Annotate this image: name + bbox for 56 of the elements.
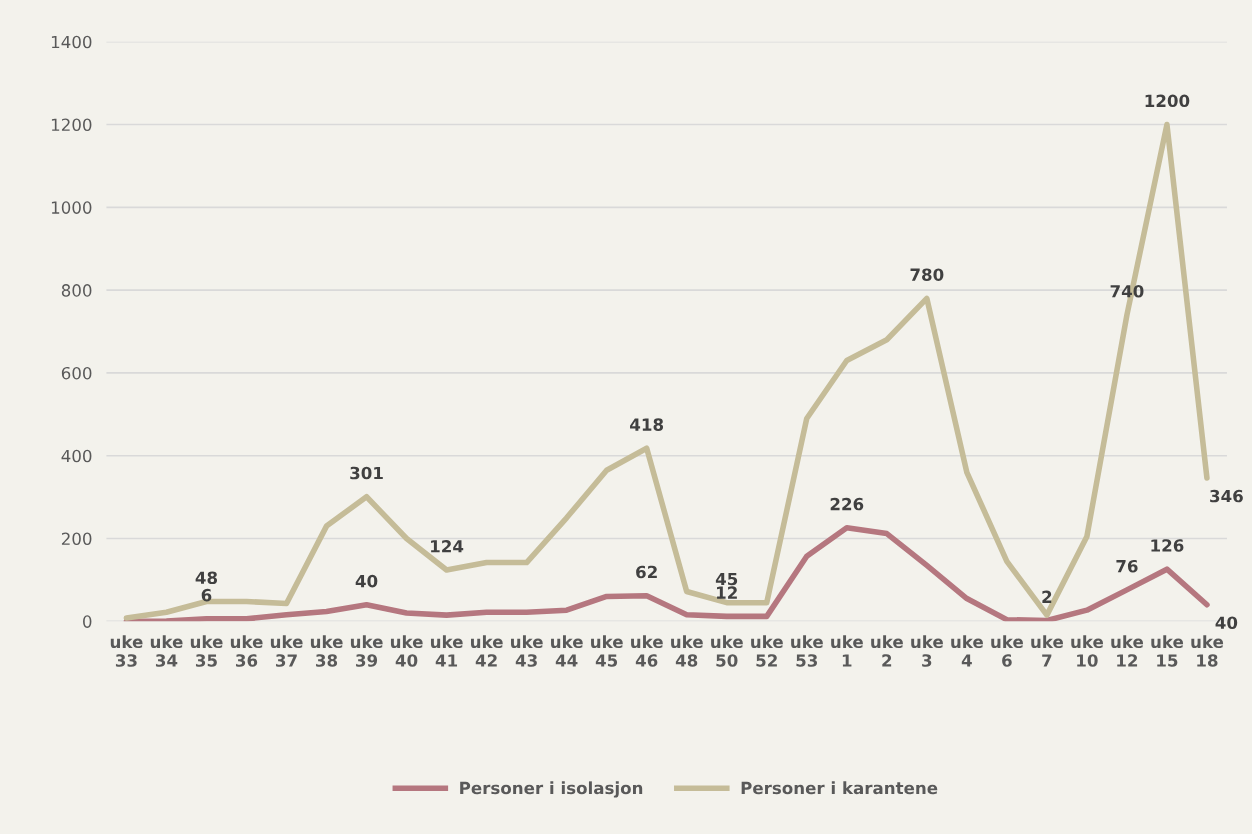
data-label: 6 (201, 588, 212, 602)
data-label: 45 (715, 572, 738, 586)
x-tick-label: uke 12 (1111, 635, 1144, 667)
data-label: 48 (195, 571, 218, 585)
x-tick-label: uke 3 (911, 635, 943, 667)
x-tick-label: uke 34 (150, 635, 183, 667)
x-tick-label: uke 40 (390, 635, 423, 667)
x-tick-label: uke 41 (430, 635, 463, 667)
data-label: 740 (1110, 284, 1144, 298)
data-label: 62 (636, 565, 657, 579)
data-label: 2 (1042, 590, 1052, 603)
data-label: 76 (1116, 559, 1138, 573)
x-tick-label: uke 37 (270, 635, 303, 667)
x-tick-label: uke 1 (831, 635, 863, 667)
x-tick-label: uke 35 (190, 635, 223, 667)
legend-label: Personer i karantene (741, 781, 938, 795)
x-tick-label: uke 39 (350, 635, 383, 667)
x-tick-label: uke 44 (551, 635, 583, 667)
x-tick-label: uke 4 (951, 635, 983, 667)
data-label: 12 (717, 586, 737, 599)
y-tick-label: 200 (61, 532, 92, 546)
x-tick-label: uke 7 (1031, 635, 1063, 667)
x-tick-label: uke 6 (991, 635, 1023, 667)
x-tick-label: uke 50 (711, 635, 743, 667)
data-label: 780 (910, 268, 944, 282)
x-tick-label: uke 33 (110, 635, 143, 667)
y-tick-label: 600 (61, 366, 92, 380)
x-tick-label: uke 48 (671, 635, 703, 667)
y-tick-label: 1000 (51, 201, 92, 214)
data-label: 40 (355, 574, 378, 588)
x-tick-label: uke 2 (871, 635, 903, 667)
x-tick-label: uke 15 (1151, 635, 1184, 667)
data-label: 124 (431, 540, 464, 553)
data-label: 226 (830, 497, 864, 511)
x-tick-label: uke 52 (751, 635, 783, 667)
data-label: 40 (1215, 616, 1238, 630)
x-tick-label: uke 42 (471, 635, 503, 667)
x-tick-label: uke 46 (631, 635, 663, 667)
y-tick-label: 400 (61, 449, 92, 463)
x-tick-label: uke 10 (1071, 635, 1103, 667)
y-tick-label: 0 (83, 615, 92, 628)
data-label: 346 (1210, 489, 1243, 503)
data-label: 1200 (1145, 94, 1190, 108)
y-tick-label: 1200 (51, 118, 92, 132)
x-tick-label: uke 38 (310, 635, 343, 667)
data-label: 418 (630, 418, 664, 431)
y-tick-label: 800 (61, 284, 92, 297)
x-tick-label: uke 18 (1191, 635, 1224, 667)
x-tick-label: uke 43 (511, 635, 543, 667)
x-tick-label: uke 36 (230, 635, 263, 667)
x-tick-label: uke 53 (791, 635, 823, 667)
legend-label: Personer i isolasjon (460, 781, 643, 798)
data-label: 301 (350, 466, 383, 480)
data-label: 126 (1151, 539, 1184, 552)
x-tick-label: uke 45 (591, 635, 623, 667)
y-tick-label: 1400 (51, 35, 92, 49)
